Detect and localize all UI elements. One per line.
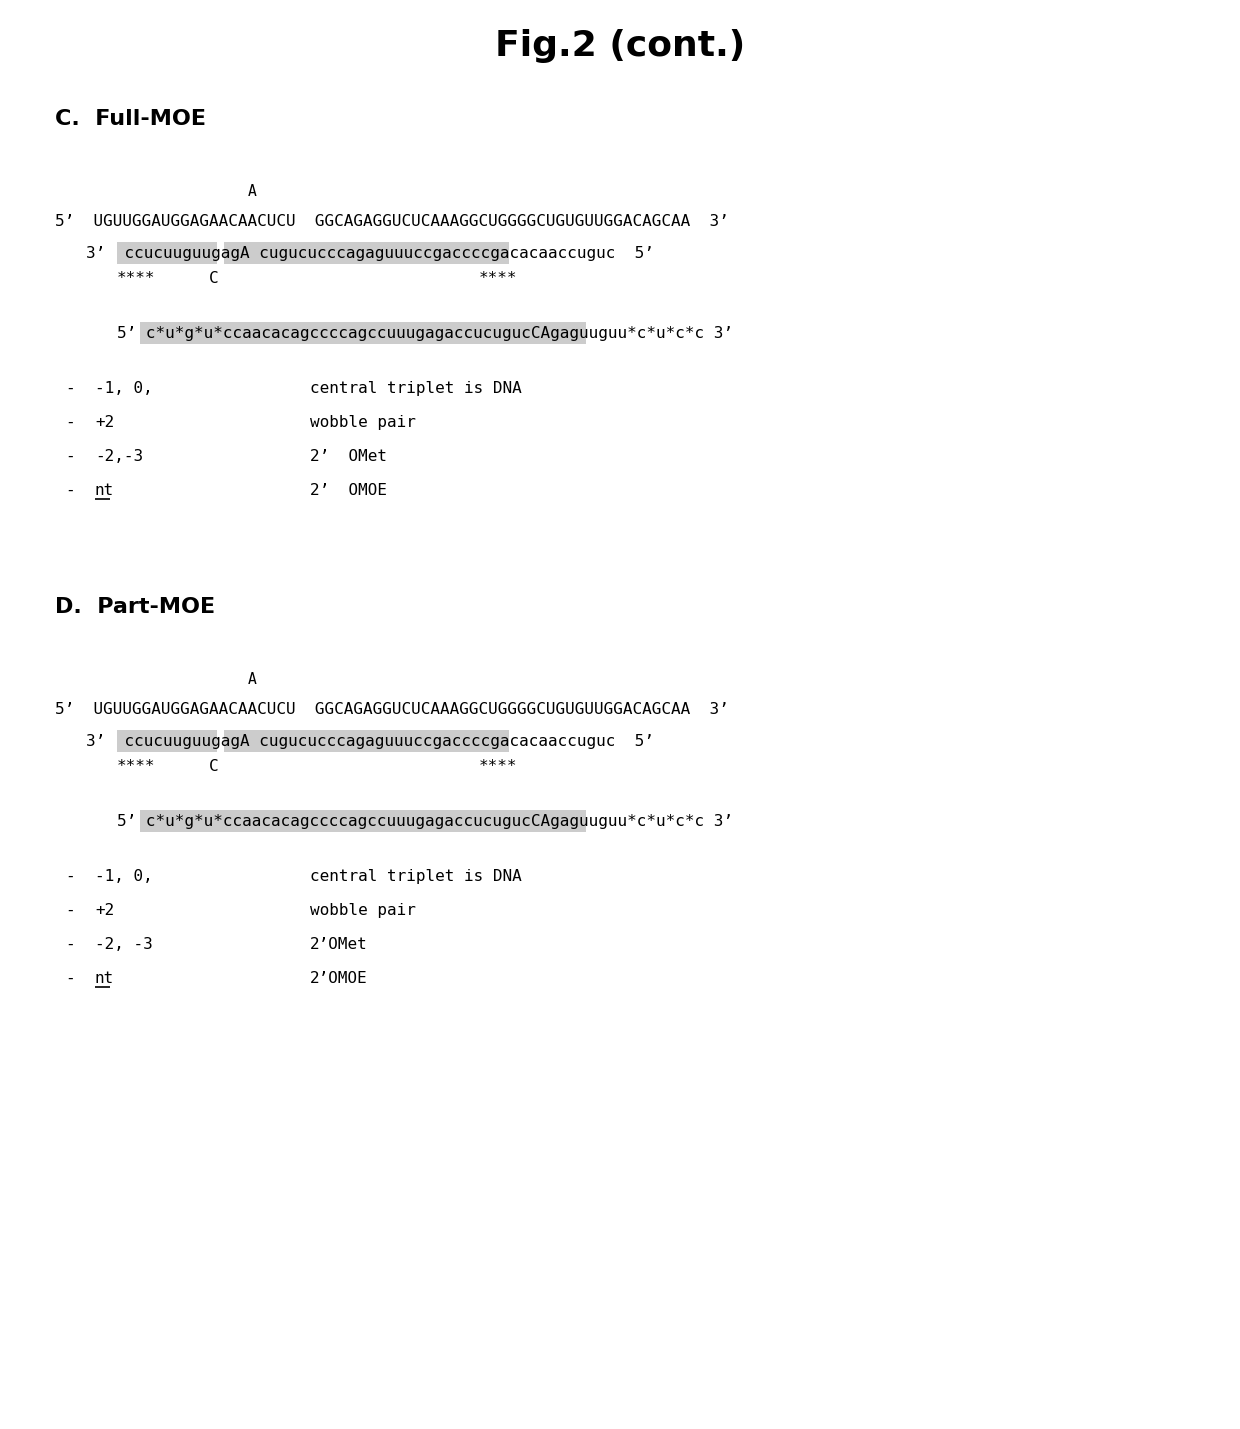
Bar [140,322,448,344]
Text: C: C [210,272,218,286]
Text: A: A [248,672,257,687]
Text: ****: **** [479,759,517,775]
Text: 3’  ccucuuguugagA cugucucccagaguuuccgaccccgacacaaccuguc  5’: 3’ ccucuuguugagA cugucucccagaguuuccgaccc… [86,246,653,262]
Bar [140,810,448,832]
Text: -1, 0,: -1, 0, [95,382,153,396]
Text: 2’  OMet: 2’ OMet [310,449,387,464]
Text: D.  Part-MOE: D. Part-MOE [55,597,215,617]
Text: 5’ c*u*g*u*ccaacacagccccagccuuugagaccucugucCAgaguuguu*c*u*c*c 3’: 5’ c*u*g*u*ccaacacagccccagccuuugagaccucu… [117,815,733,829]
Text: 5’  UGUUGGAUGGAGAACAACUCU  GGCAGAGGUCUCAAAGGCUGGGGCUGUGUUGGACAGCAA  3’: 5’ UGUUGGAUGGAGAACAACUCU GGCAGAGGUCUCAAA… [55,702,729,717]
Text: -: - [64,483,74,497]
Text: 5’ c*u*g*u*ccaacacagccccagccuuugagaccucugucCAgaguuguu*c*u*c*c 3’: 5’ c*u*g*u*ccaacacagccccagccuuugagaccucu… [117,326,733,342]
Text: 2’OMOE: 2’OMOE [310,970,368,986]
Text: wobble pair: wobble pair [310,903,415,917]
Text: -: - [64,970,74,986]
Bar [448,810,463,832]
Bar [448,322,463,344]
Text: ****: **** [117,759,155,775]
Text: C.  Full-MOE: C. Full-MOE [55,109,206,129]
Text: 2’  OMOE: 2’ OMOE [310,483,387,497]
Bar [463,322,587,344]
Bar [117,242,217,264]
Text: 3’  ccucuuguugagA cugucucccagaguuuccgaccccgacacaaccuguc  5’: 3’ ccucuuguugagA cugucucccagaguuuccgaccc… [86,735,653,749]
Text: -2,-3: -2,-3 [95,449,143,464]
Text: -: - [64,382,74,396]
Text: 5’  UGUUGGAUGGAGAACAACUCU  GGCAGAGGUCUCAAAGGCUGGGGCUGUGUUGGACAGCAA  3’: 5’ UGUUGGAUGGAGAACAACUCU GGCAGAGGUCUCAAA… [55,214,729,229]
Text: nt: nt [95,970,114,986]
Text: wobble pair: wobble pair [310,414,415,430]
Text: central triplet is DNA: central triplet is DNA [310,869,522,885]
Text: -: - [64,414,74,430]
Text: +2: +2 [95,903,114,917]
Bar [463,810,587,832]
Text: A: A [248,184,257,199]
Text: 2’OMet: 2’OMet [310,937,368,952]
Text: C: C [210,759,218,775]
Text: Fig.2 (cont.): Fig.2 (cont.) [495,29,745,63]
Bar [117,730,217,752]
Text: -: - [64,449,74,464]
Text: central triplet is DNA: central triplet is DNA [310,382,522,396]
Text: -2, -3: -2, -3 [95,937,153,952]
Text: -1, 0,: -1, 0, [95,869,153,885]
Bar [224,730,510,752]
Text: +2: +2 [95,414,114,430]
Text: nt: nt [95,483,114,497]
Bar [224,242,510,264]
Text: -: - [64,903,74,917]
Text: ****: **** [479,272,517,286]
Text: ****: **** [117,272,155,286]
Text: -: - [64,937,74,952]
Text: -: - [64,869,74,885]
